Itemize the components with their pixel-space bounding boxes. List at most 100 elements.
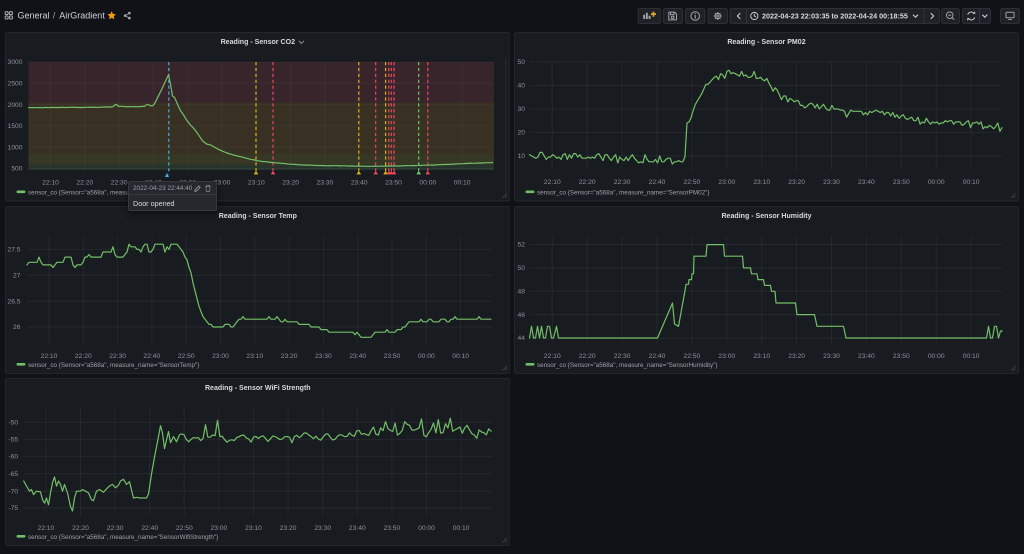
svg-text:-65: -65 — [8, 470, 18, 477]
svg-text:22:20: 22:20 — [578, 352, 595, 359]
svg-text:22:40: 22:40 — [143, 352, 160, 359]
svg-text:23:10: 23:10 — [245, 524, 262, 531]
svg-text:sensor_co {Sensor="a568a", mea: sensor_co {Sensor="a568a", measure_name=… — [28, 190, 197, 197]
svg-text:50: 50 — [517, 265, 525, 272]
svg-text:23:10: 23:10 — [246, 352, 263, 359]
svg-text:22:20: 22:20 — [578, 179, 595, 186]
svg-text:23:50: 23:50 — [385, 179, 402, 186]
svg-text:2022-04-23 22:03:35 to 2022-04: 2022-04-23 22:03:35 to 2022-04-24 00:18:… — [762, 12, 908, 21]
svg-text:23:00: 23:00 — [718, 352, 735, 359]
svg-text:22:10: 22:10 — [37, 524, 54, 531]
svg-text:23:40: 23:40 — [349, 352, 366, 359]
svg-text:23:20: 23:20 — [788, 352, 805, 359]
svg-text:-55: -55 — [8, 436, 18, 443]
svg-text:22:10: 22:10 — [543, 352, 560, 359]
svg-text:22:40: 22:40 — [648, 179, 665, 186]
svg-text:23:50: 23:50 — [892, 179, 909, 186]
svg-text:AirGradient: AirGradient — [59, 11, 105, 21]
svg-text:/: / — [53, 11, 56, 21]
svg-text:sensor_co {Sensor="a568a", mea: sensor_co {Sensor="a568a", measure_name=… — [537, 362, 717, 369]
svg-text:23:10: 23:10 — [247, 179, 264, 186]
svg-text:23:50: 23:50 — [383, 524, 400, 531]
svg-text:23:40: 23:40 — [350, 179, 367, 186]
svg-text:00:10: 00:10 — [452, 352, 469, 359]
svg-text:Reading - Sensor Humidity: Reading - Sensor Humidity — [721, 213, 811, 220]
svg-text:00:00: 00:00 — [927, 352, 944, 359]
svg-text:52: 52 — [517, 241, 525, 248]
svg-text:23:20: 23:20 — [280, 352, 297, 359]
svg-text:23:00: 23:00 — [212, 352, 229, 359]
svg-text:-60: -60 — [8, 453, 18, 460]
svg-text:23:30: 23:30 — [315, 352, 332, 359]
svg-text:-75: -75 — [8, 504, 18, 511]
svg-text:27: 27 — [13, 272, 21, 279]
svg-text:23:00: 23:00 — [210, 524, 227, 531]
svg-text:44: 44 — [517, 335, 525, 342]
svg-text:2000: 2000 — [7, 102, 22, 109]
svg-text:23:10: 23:10 — [753, 352, 770, 359]
svg-text:22:50: 22:50 — [177, 352, 194, 359]
svg-text:23:40: 23:40 — [858, 179, 875, 186]
svg-text:00:10: 00:10 — [452, 524, 469, 531]
svg-text:22:10: 22:10 — [42, 179, 59, 186]
svg-text:00:00: 00:00 — [418, 524, 435, 531]
svg-text:00:00: 00:00 — [927, 179, 944, 186]
svg-text:23:30: 23:30 — [314, 524, 331, 531]
svg-text:26: 26 — [13, 324, 21, 331]
svg-text:00:10: 00:10 — [962, 352, 979, 359]
svg-text:22:50: 22:50 — [683, 352, 700, 359]
svg-text:00:10: 00:10 — [962, 179, 979, 186]
svg-text:22:50: 22:50 — [683, 179, 700, 186]
svg-text:23:20: 23:20 — [282, 179, 299, 186]
svg-text:22:30: 22:30 — [110, 179, 127, 186]
svg-text:22:40: 22:40 — [141, 524, 158, 531]
svg-text:23:40: 23:40 — [348, 524, 365, 531]
svg-text:20: 20 — [517, 130, 525, 137]
svg-text:23:50: 23:50 — [383, 352, 400, 359]
svg-text:sensor_co {Sensor="a568a", mea: sensor_co {Sensor="a568a", measure_name=… — [28, 362, 199, 369]
svg-text:sensor_co {Sensor="a568a", mea: sensor_co {Sensor="a568a", measure_name=… — [537, 190, 709, 197]
svg-text:23:00: 23:00 — [718, 179, 735, 186]
svg-text:-50: -50 — [8, 419, 18, 426]
svg-text:500: 500 — [11, 166, 22, 173]
svg-text:48: 48 — [517, 288, 525, 295]
svg-text:22:20: 22:20 — [74, 352, 91, 359]
svg-text:Reading - Sensor WiFi Strength: Reading - Sensor WiFi Strength — [204, 385, 310, 392]
svg-text:23:40: 23:40 — [858, 352, 875, 359]
svg-text:10: 10 — [517, 153, 525, 160]
svg-text:22:10: 22:10 — [543, 179, 560, 186]
svg-text:23:30: 23:30 — [823, 179, 840, 186]
svg-text:23:00: 23:00 — [213, 179, 230, 186]
svg-text:22:20: 22:20 — [72, 524, 89, 531]
svg-text:40: 40 — [517, 83, 525, 90]
svg-text:22:50: 22:50 — [175, 524, 192, 531]
svg-text:23:20: 23:20 — [788, 179, 805, 186]
svg-text:26.5: 26.5 — [7, 298, 20, 305]
svg-text:00:00: 00:00 — [417, 352, 434, 359]
svg-text:1000: 1000 — [7, 144, 22, 151]
svg-text:23:50: 23:50 — [892, 352, 909, 359]
svg-text:30: 30 — [517, 106, 525, 113]
svg-text:23:30: 23:30 — [316, 179, 333, 186]
svg-text:46: 46 — [517, 311, 525, 318]
svg-text:27.5: 27.5 — [7, 246, 20, 253]
svg-text:23:10: 23:10 — [753, 179, 770, 186]
svg-text:2500: 2500 — [7, 81, 22, 88]
svg-text:22:30: 22:30 — [613, 179, 630, 186]
svg-text:-70: -70 — [8, 488, 18, 495]
svg-text:22:10: 22:10 — [40, 352, 57, 359]
svg-text:23:30: 23:30 — [823, 352, 840, 359]
svg-text:22:30: 22:30 — [613, 352, 630, 359]
svg-text:3000: 3000 — [7, 59, 22, 66]
svg-text:50: 50 — [517, 59, 525, 66]
svg-text:22:30: 22:30 — [109, 352, 126, 359]
svg-text:22:20: 22:20 — [76, 179, 93, 186]
svg-text:00:00: 00:00 — [419, 179, 436, 186]
svg-text:sensor_co {Sensor="a568a", mea: sensor_co {Sensor="a568a", measure_name=… — [28, 534, 218, 541]
svg-text:00:10: 00:10 — [453, 179, 470, 186]
svg-text:22:30: 22:30 — [106, 524, 123, 531]
svg-text:23:20: 23:20 — [279, 524, 296, 531]
svg-text:General: General — [18, 11, 50, 21]
svg-text:Reading - Sensor Temp: Reading - Sensor Temp — [218, 213, 297, 220]
svg-text:22:40: 22:40 — [648, 352, 665, 359]
